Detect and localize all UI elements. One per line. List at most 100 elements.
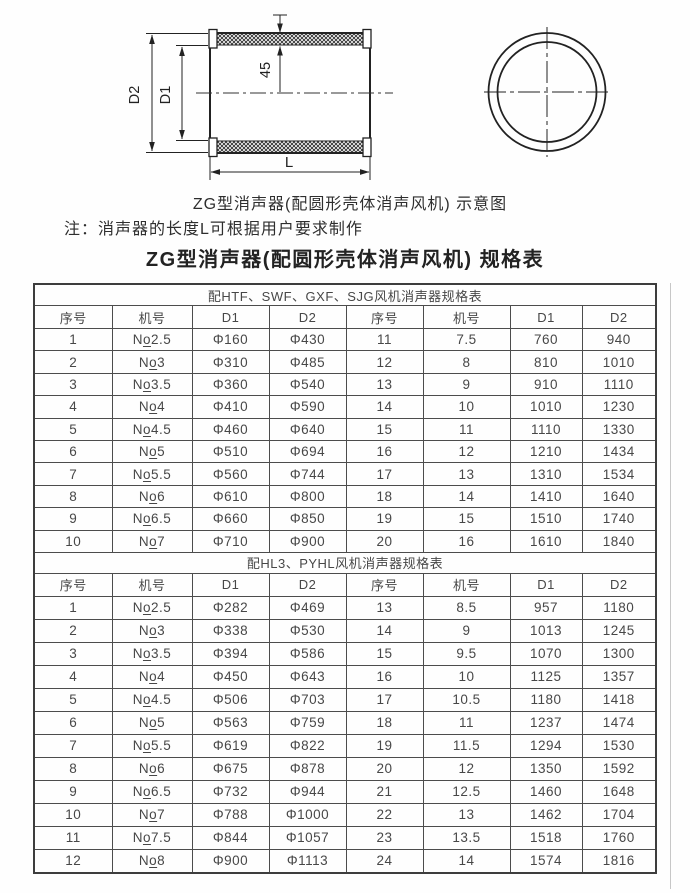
liner-thickness-label: 45 [258,62,274,78]
cell: Φ282 [191,595,270,620]
cell: No4 [111,664,193,689]
cell: 2 [33,618,113,643]
cell: Φ1113 [268,848,347,874]
cell: 6 [33,710,113,735]
table-row: 5 No4.5 Φ460 Φ640 15 11 1110 1330 [33,417,657,441]
cell: 12 [422,756,511,781]
cell: 1110 [581,372,657,397]
cell: 1410 [509,484,583,509]
cell: Φ694 [268,439,347,464]
cell: 4 [33,395,113,419]
cell: 23 [345,825,424,850]
cell: Φ610 [191,484,270,509]
cell: 1462 [509,802,583,827]
cell: Φ430 [268,327,347,352]
cell: 9.5 [422,641,511,666]
cell: 1125 [509,664,583,689]
cell: Φ410 [191,395,270,419]
scan-artifact-line [670,283,671,889]
cell: 1300 [581,641,657,666]
cell: 8 [33,484,113,509]
length-label: L [285,154,293,171]
cell: 10 [33,802,113,827]
table-row: 3 No3.5 Φ360 Φ540 13 9 910 1110 [33,372,657,397]
cell: 12 [422,439,511,464]
header-cell: 机号 [111,305,193,329]
cell: No5.5 [111,733,193,758]
cell: 21 [345,779,424,804]
dimension-45 [273,14,287,92]
header-cell: D2 [581,305,657,329]
cell: 12 [33,848,113,874]
cell: Φ788 [191,802,270,827]
cell: 1418 [581,687,657,712]
table-row: 9 No6.5 Φ732 Φ944 21 12.5 1460 1648 [33,779,657,804]
cell: Φ822 [268,733,347,758]
dimension-d2 [146,33,208,153]
d1-label: D1 [158,86,174,105]
table-section-title: 配HL3、PYHL风机消声器规格表 [33,551,657,574]
cell: No3 [111,350,193,374]
cell: 1294 [509,733,583,758]
table-row: 4 No4 Φ410 Φ590 14 10 1010 1230 [33,395,657,419]
cell: 2 [33,350,113,374]
cell: No6.5 [111,779,193,804]
cell: Φ660 [191,507,270,531]
cell: 24 [345,848,424,874]
cell: 7 [33,733,113,758]
cell: Φ310 [191,350,270,374]
cell: 16 [345,439,424,464]
flange-bottom-left [208,137,218,158]
cell: No6.5 [111,507,193,531]
cell: 1760 [581,825,657,850]
cell: 14 [422,848,511,874]
table-row: 1 No2.5 Φ160 Φ430 11 7.5 760 940 [33,327,657,352]
cell: Φ732 [191,779,270,804]
cell: Φ460 [191,417,270,441]
table-row: 5 No4.5 Φ506 Φ703 17 10.5 1180 1418 [33,687,657,712]
cell: 1 [33,595,113,620]
cell: 1648 [581,779,657,804]
cell: 1110 [509,417,583,441]
cell: 10 [422,664,511,689]
cell: 1070 [509,641,583,666]
cell: 11 [345,327,424,352]
table-row: 10 No7 Φ788 Φ1000 22 13 1462 1704 [33,802,657,827]
cell: No4.5 [111,687,193,712]
cell: Φ878 [268,756,347,781]
cell: 19 [345,733,424,758]
cell: Φ586 [268,641,347,666]
cell: 13 [422,462,511,486]
cell: Φ560 [191,462,270,486]
cell: 5 [33,417,113,441]
cell: 8 [33,756,113,781]
cell: No4.5 [111,417,193,441]
cell: 20 [345,756,424,781]
cell: 1434 [581,439,657,464]
table-row: 4 No4 Φ450 Φ643 16 10 1125 1357 [33,664,657,689]
cell: 15 [422,507,511,531]
table-row: 9 No6.5 Φ660 Φ850 19 15 1510 1740 [33,507,657,531]
cell: 957 [509,595,583,620]
cell: 1474 [581,710,657,735]
table-row: 8 No6 Φ675 Φ878 20 12 1350 1592 [33,756,657,781]
cell: 1610 [509,529,583,553]
muffler-diagram: D2 D1 45 L [127,14,611,180]
cell: 14 [345,618,424,643]
d2-label: D2 [127,86,143,105]
cell: No5 [111,710,193,735]
cell: 1310 [509,462,583,486]
cell: Φ900 [191,848,270,874]
cell: 1350 [509,756,583,781]
flange-top-right [362,28,372,49]
cell: 7 [33,462,113,486]
liner-bottom [216,140,364,153]
header-row: 序号 机号 D1 D2 序号 机号 D1 D2 [33,572,657,597]
cell: 10.5 [422,687,511,712]
cell: No4 [111,395,193,419]
cell: No6 [111,484,193,509]
cell: 760 [509,327,583,352]
header-cell: D2 [268,305,347,329]
cell: 14 [345,395,424,419]
